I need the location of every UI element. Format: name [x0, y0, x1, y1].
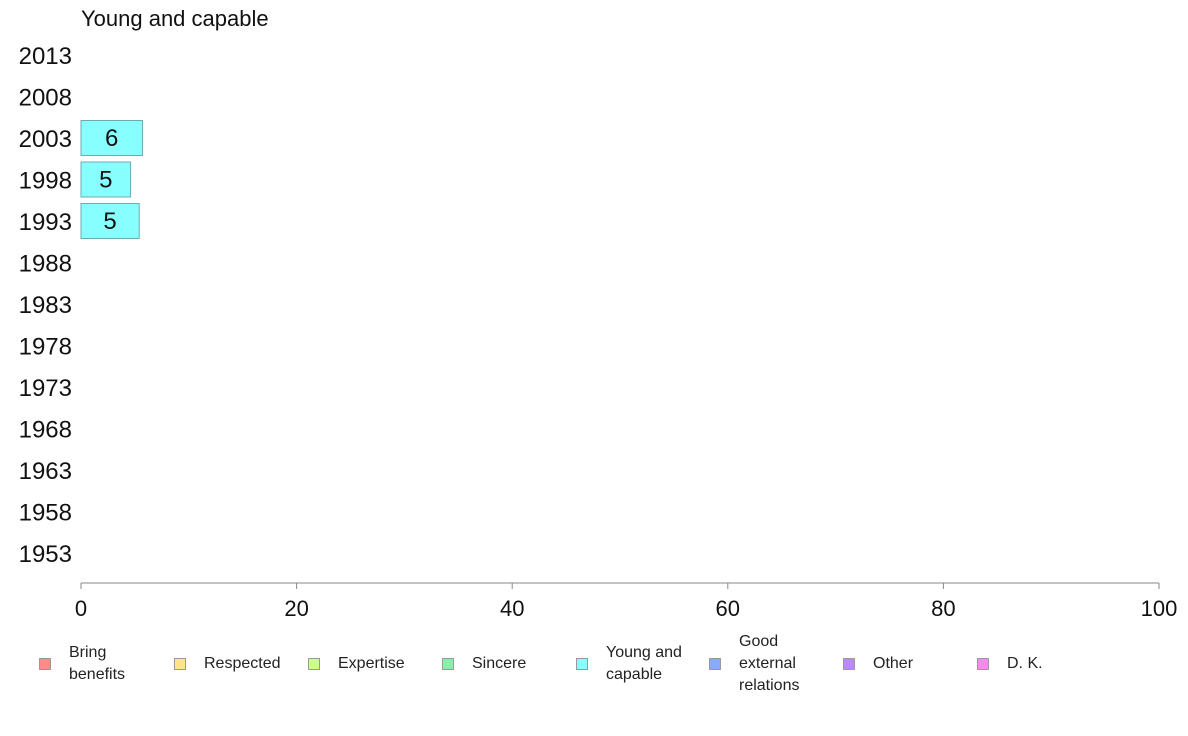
chart-title: Young and capable — [81, 6, 269, 31]
bar — [80, 161, 132, 198]
x-tick-label: 0 — [75, 596, 87, 621]
bar — [80, 120, 143, 156]
legend-swatch — [174, 658, 186, 670]
legend-item: D. K. — [977, 628, 1043, 700]
legend-item: Young and capable — [576, 628, 682, 700]
y-tick-label: 1998 — [19, 168, 72, 195]
bar-data-label: 5 — [99, 167, 112, 194]
legend: Bring benefits Respected Expertise Sincere Y… — [0, 628, 1188, 708]
x-tick-label: 40 — [500, 596, 524, 621]
bar-data-label: 6 — [105, 125, 118, 152]
legend-label: Bring benefits — [69, 644, 126, 683]
legend-label: Expertise — [338, 655, 405, 672]
legend-label: Young and capable — [606, 644, 682, 683]
x-tick-label: 80 — [931, 596, 955, 621]
legend-swatch — [709, 658, 721, 670]
y-tick-label: 1983 — [19, 292, 72, 319]
y-tick-label: 1978 — [19, 334, 72, 361]
y-tick-label: 2003 — [19, 126, 72, 153]
legend-label: D. K. — [1007, 655, 1043, 672]
legend-label: Good external relations — [739, 633, 800, 694]
legend-label: Respected — [204, 655, 281, 672]
legend-label: Sincere — [472, 655, 527, 672]
legend-swatch — [977, 658, 989, 670]
bars: 6 5 5 — [80, 120, 143, 239]
legend-item: Respected — [174, 628, 281, 700]
legend-item: Bring benefits — [39, 628, 125, 700]
y-tick-label: 1973 — [19, 375, 72, 402]
y-tick-label: 1953 — [19, 541, 72, 568]
y-axis-labels: 2013 2008 2003 1998 1993 1988 1983 1978 1973 1968… — [19, 43, 72, 568]
y-tick-label: 1958 — [19, 500, 72, 527]
x-axis-ticks: 0 20 40 60 80 100 — [75, 583, 1177, 621]
legend-swatch — [843, 658, 855, 670]
y-tick-label: 2013 — [19, 43, 72, 70]
legend-item: Good external relations — [709, 628, 799, 700]
legend-swatch — [39, 658, 51, 670]
y-tick-label: 1993 — [19, 209, 72, 236]
x-tick-label: 20 — [284, 596, 308, 621]
bar-data-label: 5 — [103, 208, 116, 235]
legend-swatch — [308, 658, 320, 670]
y-tick-label: 2008 — [19, 85, 72, 112]
legend-item: Other — [843, 628, 913, 700]
y-tick-label: 1968 — [19, 417, 72, 444]
x-tick-label: 60 — [716, 596, 740, 621]
legend-item: Expertise — [308, 628, 405, 700]
legend-item: Sincere — [442, 628, 526, 700]
x-tick-label: 100 — [1141, 596, 1178, 621]
bar-chart: Young and capable 2013 2008 2003 1998 1993 19… — [19, 6, 1178, 621]
y-tick-label: 1963 — [19, 458, 72, 485]
legend-swatch — [576, 658, 588, 670]
y-tick-label: 1988 — [19, 251, 72, 278]
bar — [80, 203, 140, 239]
legend-swatch — [442, 658, 454, 670]
legend-label: Other — [873, 655, 914, 672]
